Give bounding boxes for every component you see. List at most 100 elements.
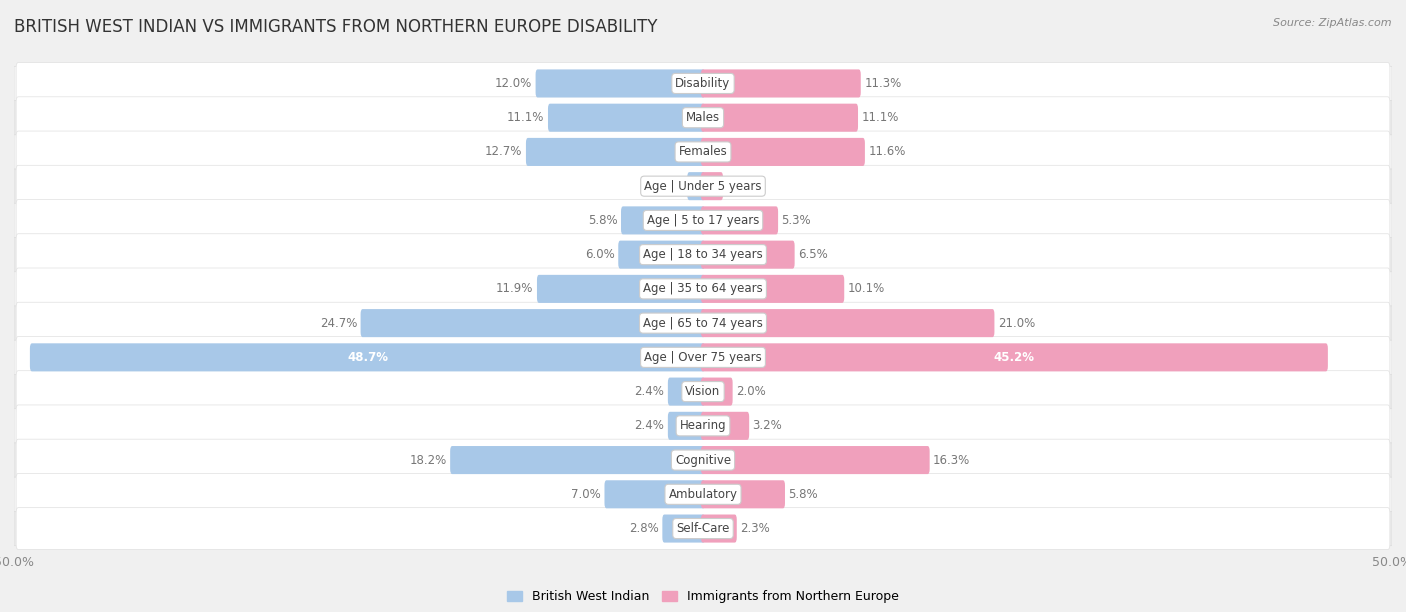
Text: 11.9%: 11.9% — [496, 282, 533, 296]
Text: 0.99%: 0.99% — [647, 180, 683, 193]
FancyBboxPatch shape — [702, 378, 733, 406]
FancyBboxPatch shape — [14, 100, 1392, 135]
FancyBboxPatch shape — [14, 272, 1392, 306]
Text: 3.2%: 3.2% — [752, 419, 782, 432]
FancyBboxPatch shape — [15, 268, 1391, 310]
FancyBboxPatch shape — [688, 172, 704, 200]
Text: 12.0%: 12.0% — [495, 77, 531, 90]
FancyBboxPatch shape — [702, 343, 1327, 371]
FancyBboxPatch shape — [668, 412, 704, 440]
FancyBboxPatch shape — [702, 103, 858, 132]
Text: Age | 65 to 74 years: Age | 65 to 74 years — [643, 316, 763, 330]
FancyBboxPatch shape — [14, 409, 1392, 443]
Text: Females: Females — [679, 146, 727, 159]
Legend: British West Indian, Immigrants from Northern Europe: British West Indian, Immigrants from Nor… — [502, 585, 904, 608]
Text: 24.7%: 24.7% — [319, 316, 357, 330]
Text: 5.8%: 5.8% — [588, 214, 617, 227]
Text: BRITISH WEST INDIAN VS IMMIGRANTS FROM NORTHERN EUROPE DISABILITY: BRITISH WEST INDIAN VS IMMIGRANTS FROM N… — [14, 18, 658, 36]
Text: 11.1%: 11.1% — [862, 111, 898, 124]
FancyBboxPatch shape — [15, 302, 1391, 344]
FancyBboxPatch shape — [15, 62, 1391, 104]
FancyBboxPatch shape — [14, 169, 1392, 203]
FancyBboxPatch shape — [14, 203, 1392, 237]
FancyBboxPatch shape — [702, 241, 794, 269]
FancyBboxPatch shape — [14, 443, 1392, 477]
Text: 11.1%: 11.1% — [508, 111, 544, 124]
Text: 6.5%: 6.5% — [799, 248, 828, 261]
FancyBboxPatch shape — [702, 138, 865, 166]
Text: 1.3%: 1.3% — [727, 180, 756, 193]
Text: 18.2%: 18.2% — [409, 453, 447, 466]
Text: 11.3%: 11.3% — [865, 77, 901, 90]
Text: Ambulatory: Ambulatory — [668, 488, 738, 501]
FancyBboxPatch shape — [548, 103, 704, 132]
FancyBboxPatch shape — [702, 69, 860, 97]
Text: 5.8%: 5.8% — [789, 488, 818, 501]
Text: 7.0%: 7.0% — [571, 488, 600, 501]
FancyBboxPatch shape — [621, 206, 704, 234]
FancyBboxPatch shape — [15, 131, 1391, 173]
FancyBboxPatch shape — [702, 309, 994, 337]
Text: Self-Care: Self-Care — [676, 522, 730, 535]
Text: 2.4%: 2.4% — [634, 419, 665, 432]
FancyBboxPatch shape — [662, 515, 704, 543]
FancyBboxPatch shape — [702, 206, 778, 234]
FancyBboxPatch shape — [14, 306, 1392, 340]
FancyBboxPatch shape — [14, 237, 1392, 272]
FancyBboxPatch shape — [14, 375, 1392, 409]
Text: Hearing: Hearing — [679, 419, 727, 432]
Text: 2.8%: 2.8% — [628, 522, 659, 535]
FancyBboxPatch shape — [30, 343, 704, 371]
FancyBboxPatch shape — [702, 446, 929, 474]
Text: 16.3%: 16.3% — [934, 453, 970, 466]
FancyBboxPatch shape — [15, 508, 1391, 550]
Text: 5.3%: 5.3% — [782, 214, 811, 227]
Text: Vision: Vision — [685, 385, 721, 398]
FancyBboxPatch shape — [14, 512, 1392, 546]
FancyBboxPatch shape — [15, 200, 1391, 241]
FancyBboxPatch shape — [619, 241, 704, 269]
Text: Age | Under 5 years: Age | Under 5 years — [644, 180, 762, 193]
Text: Age | 18 to 34 years: Age | 18 to 34 years — [643, 248, 763, 261]
FancyBboxPatch shape — [14, 66, 1392, 100]
FancyBboxPatch shape — [15, 97, 1391, 138]
Text: 21.0%: 21.0% — [998, 316, 1035, 330]
FancyBboxPatch shape — [450, 446, 704, 474]
Text: Males: Males — [686, 111, 720, 124]
FancyBboxPatch shape — [15, 337, 1391, 378]
FancyBboxPatch shape — [605, 480, 704, 509]
FancyBboxPatch shape — [702, 515, 737, 543]
Text: Age | 35 to 64 years: Age | 35 to 64 years — [643, 282, 763, 296]
Text: 2.3%: 2.3% — [740, 522, 770, 535]
Text: Cognitive: Cognitive — [675, 453, 731, 466]
Text: Age | Over 75 years: Age | Over 75 years — [644, 351, 762, 364]
Text: Source: ZipAtlas.com: Source: ZipAtlas.com — [1274, 18, 1392, 28]
Text: 2.0%: 2.0% — [737, 385, 766, 398]
FancyBboxPatch shape — [668, 378, 704, 406]
Text: 12.7%: 12.7% — [485, 146, 523, 159]
Text: 2.4%: 2.4% — [634, 385, 665, 398]
FancyBboxPatch shape — [15, 371, 1391, 412]
FancyBboxPatch shape — [15, 234, 1391, 275]
FancyBboxPatch shape — [14, 135, 1392, 169]
FancyBboxPatch shape — [537, 275, 704, 303]
FancyBboxPatch shape — [15, 474, 1391, 515]
FancyBboxPatch shape — [360, 309, 704, 337]
FancyBboxPatch shape — [15, 165, 1391, 207]
Text: Age | 5 to 17 years: Age | 5 to 17 years — [647, 214, 759, 227]
Text: 10.1%: 10.1% — [848, 282, 884, 296]
Text: 48.7%: 48.7% — [347, 351, 388, 364]
Text: 11.6%: 11.6% — [869, 146, 905, 159]
FancyBboxPatch shape — [702, 480, 785, 509]
Text: 45.2%: 45.2% — [994, 351, 1035, 364]
FancyBboxPatch shape — [15, 439, 1391, 481]
FancyBboxPatch shape — [526, 138, 704, 166]
FancyBboxPatch shape — [15, 405, 1391, 447]
FancyBboxPatch shape — [702, 275, 844, 303]
Text: Disability: Disability — [675, 77, 731, 90]
FancyBboxPatch shape — [14, 477, 1392, 512]
FancyBboxPatch shape — [14, 340, 1392, 375]
FancyBboxPatch shape — [702, 172, 723, 200]
Text: 6.0%: 6.0% — [585, 248, 614, 261]
FancyBboxPatch shape — [536, 69, 704, 97]
